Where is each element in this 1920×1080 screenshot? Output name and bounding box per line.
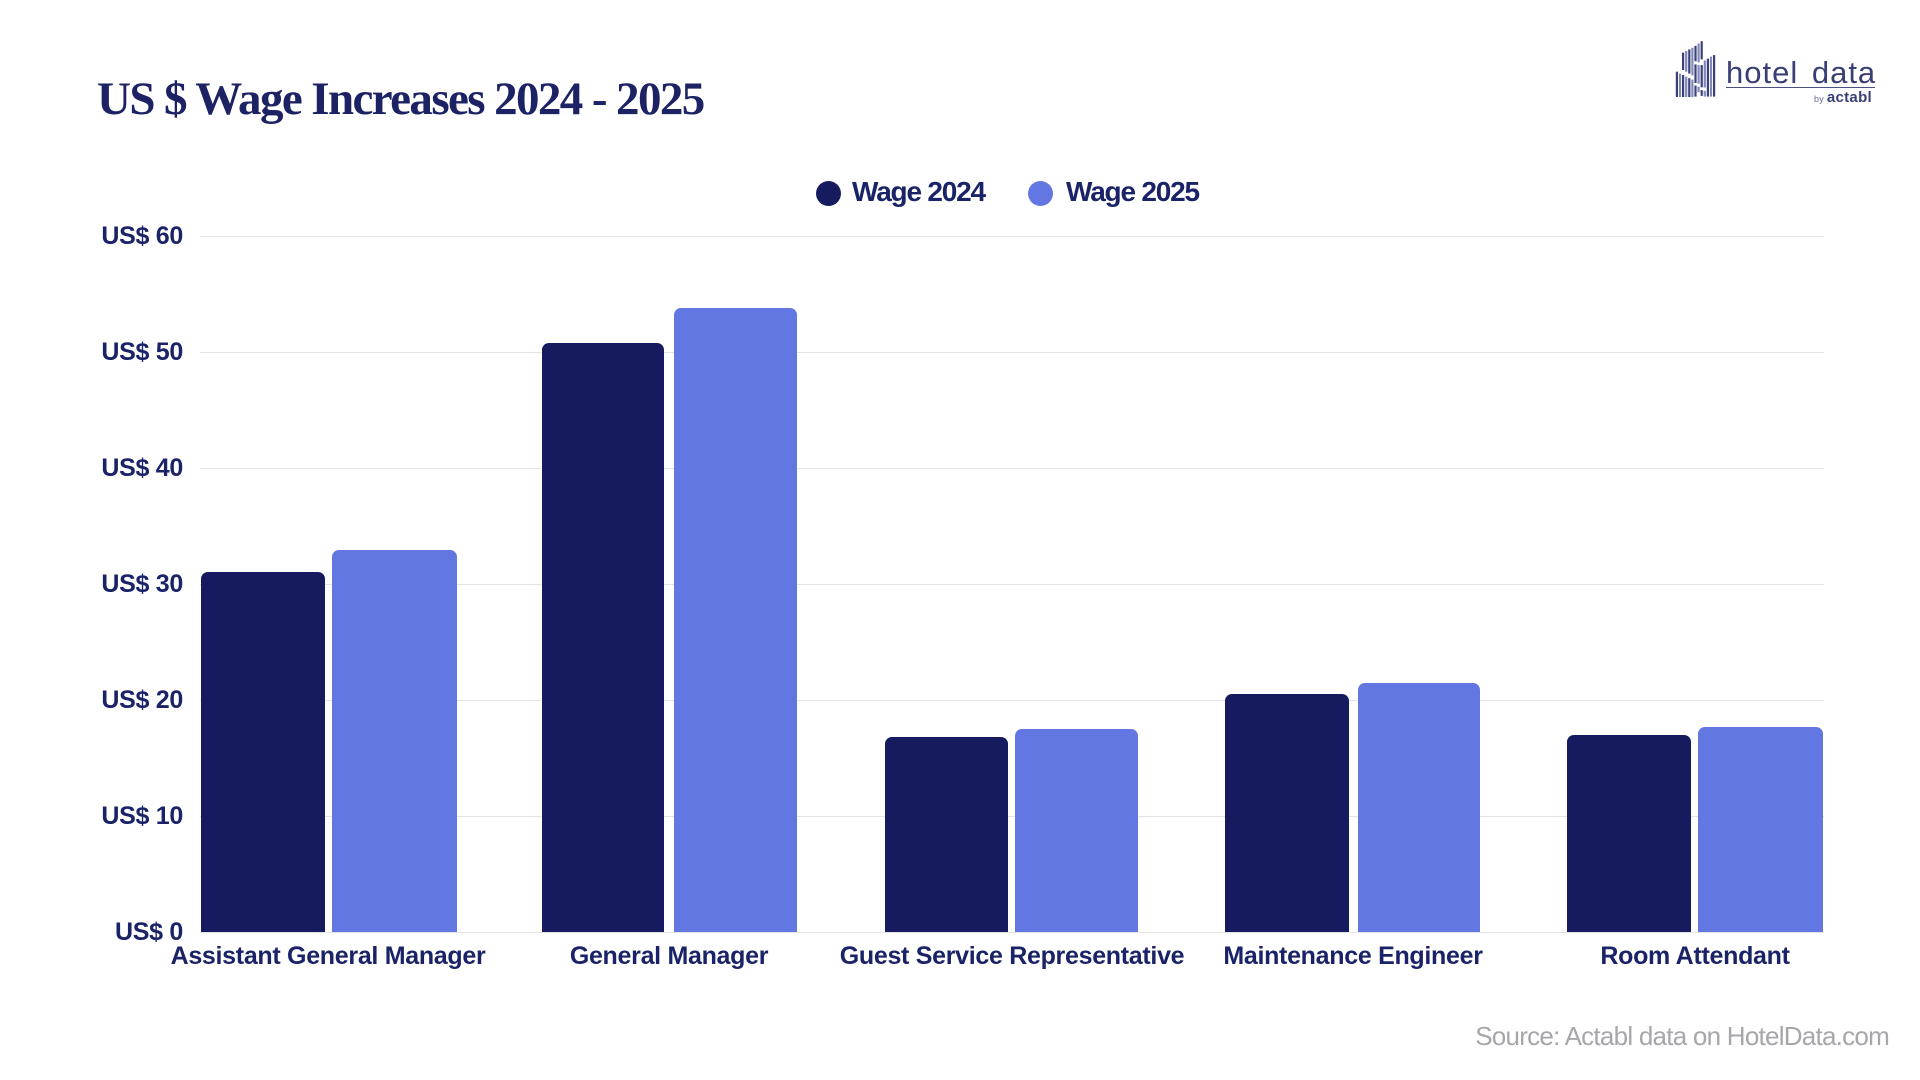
svg-text:by actabl: by actabl	[1814, 89, 1872, 106]
svg-text:hotel data: hotel data	[1726, 55, 1876, 90]
